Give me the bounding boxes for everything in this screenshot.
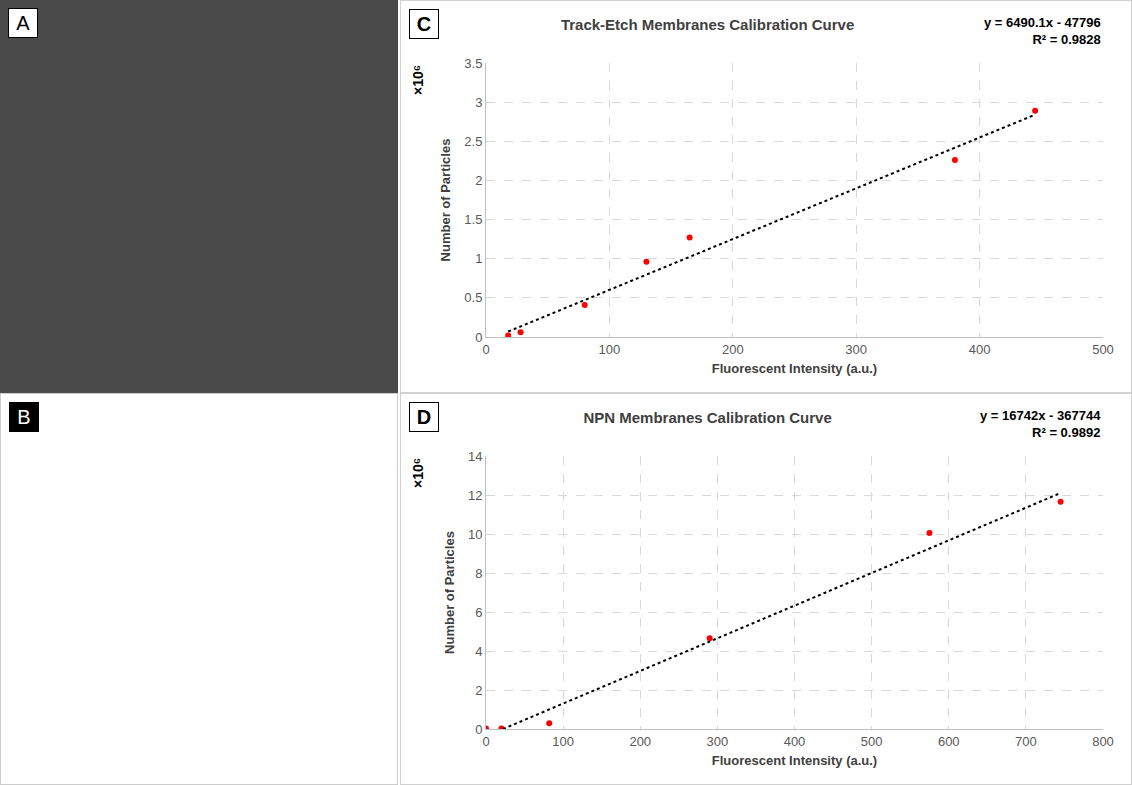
svg-text:0: 0 [475, 722, 482, 737]
svg-text:Track-Etch Membranes Calibrati: Track-Etch Membranes Calibration Curve [561, 16, 854, 33]
svg-text:800: 800 [1092, 734, 1114, 749]
svg-text:0: 0 [475, 330, 482, 345]
svg-text:0: 0 [482, 342, 489, 357]
svg-text:500: 500 [1092, 342, 1114, 357]
svg-text:Fluorescent Intensity (a.u.): Fluorescent Intensity (a.u.) [712, 753, 877, 768]
svg-text:3.5: 3.5 [464, 56, 482, 71]
svg-text:Fluorescent Intensity (a.u.): Fluorescent Intensity (a.u.) [712, 361, 877, 376]
svg-text:Number of Particles: Number of Particles [442, 531, 457, 654]
svg-text:4: 4 [475, 644, 482, 659]
svg-text:700: 700 [1015, 734, 1037, 749]
html-text:D: D [416, 406, 432, 428]
svg-text:10: 10 [468, 527, 482, 542]
svg-text:1: 1 [475, 251, 482, 266]
svg-text:200: 200 [629, 734, 651, 749]
svg-text:NPN Membranes Calibration Curv: NPN Membranes Calibration Curve [583, 409, 831, 426]
svg-text:6: 6 [475, 605, 482, 620]
svg-text:300: 300 [707, 734, 729, 749]
svg-text:100: 100 [599, 342, 621, 357]
svg-text:200: 200 [722, 342, 744, 357]
svg-text:3: 3 [475, 95, 482, 110]
svg-text:14: 14 [468, 449, 482, 464]
svg-text:600: 600 [938, 734, 960, 749]
svg-text:12: 12 [468, 488, 482, 503]
svg-text:2: 2 [475, 173, 482, 188]
svg-text:1.5: 1.5 [464, 212, 482, 227]
svg-text:0: 0 [482, 734, 489, 749]
html-text:A: A [16, 12, 30, 34]
svg-text:2: 2 [475, 683, 482, 698]
svg-text:500: 500 [861, 734, 883, 749]
html-text:C: C [416, 13, 432, 35]
svg-text:0.5: 0.5 [464, 290, 482, 305]
svg-text:×10⁶: ×10⁶ [410, 65, 426, 95]
svg-text:y = 16742x - 367744R² = 0.9892: y = 16742x - 367744R² = 0.9892 [980, 408, 1101, 440]
svg-text:y = 6490.1x - 47796R² = 0.9828: y = 6490.1x - 47796R² = 0.9828 [984, 15, 1101, 47]
svg-text:8: 8 [475, 566, 482, 581]
svg-text:Number of Particles: Number of Particles [438, 139, 453, 262]
svg-text:400: 400 [784, 734, 806, 749]
svg-text:400: 400 [969, 342, 991, 357]
svg-text:300: 300 [845, 342, 867, 357]
svg-text:2.5: 2.5 [464, 134, 482, 149]
svg-text:×10⁶: ×10⁶ [410, 458, 426, 488]
html-text:B: B [17, 406, 31, 428]
svg-text:100: 100 [552, 734, 574, 749]
